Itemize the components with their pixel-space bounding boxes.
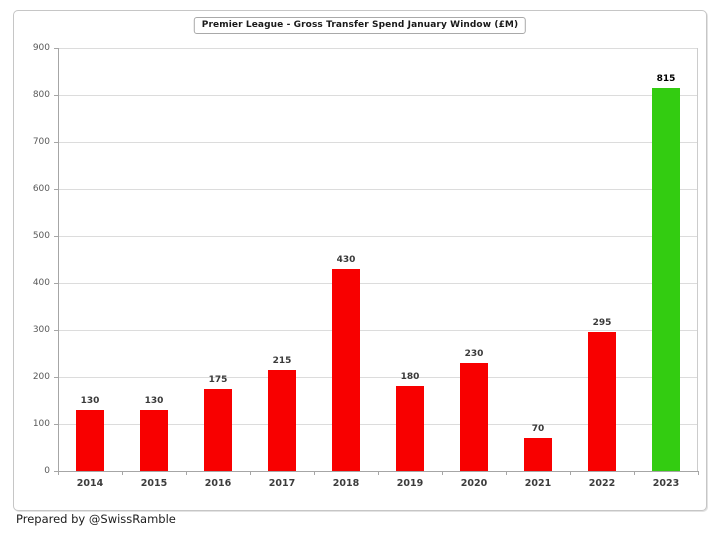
y-axis-line [58,48,59,471]
x-tick-3 [250,471,251,475]
gridline-900 [58,48,698,49]
x-tick-7 [506,471,507,475]
x-tick-2 [186,471,187,475]
chart-frame: Premier League - Gross Transfer Spend Ja… [13,10,707,511]
y-tick-label: 900 [32,43,50,53]
bar-2020 [460,362,488,471]
x-tick-4 [314,471,315,475]
attribution-text: Prepared by @SwissRamble [16,512,176,526]
bar-value-label-2015: 130 [144,395,164,406]
bar-2014 [76,409,104,471]
y-tick-300 [54,330,58,331]
x-tick-9 [634,471,635,475]
y-tick-700 [54,142,58,143]
bar-2022 [588,332,616,471]
x-tick-label-2018: 2018 [332,478,360,489]
gridline-200 [58,377,698,378]
bar-value-label-2016: 175 [208,374,228,385]
gridline-400 [58,283,698,284]
plot-area: 0 100 200 300 400 500 600 700 800 900 130 2014 130 20… [33,43,699,489]
bar-2018 [332,268,360,471]
y-tick-label: 600 [32,184,50,194]
y-tick-label: 700 [32,137,50,147]
bar-2023 [652,87,680,471]
bar-2019 [396,386,424,471]
x-tick-label-2017: 2017 [268,478,296,489]
x-tick-1 [122,471,123,475]
x-tick-label-2020: 2020 [460,478,488,489]
y-tick-label: 0 [44,466,50,476]
x-tick-6 [442,471,443,475]
x-tick-label-2022: 2022 [588,478,616,489]
bar-2021 [524,438,552,471]
y-tick-label: 400 [32,278,50,288]
gridline-500 [58,236,698,237]
x-tick-label-2023: 2023 [652,478,680,489]
y-tick-label: 800 [32,90,50,100]
y-tick-100 [54,424,58,425]
x-tick-label-2015: 2015 [140,478,168,489]
bar-value-label-2021: 70 [531,424,545,435]
x-tick-0 [58,471,59,475]
gridline-700 [58,142,698,143]
y-tick-600 [54,189,58,190]
bar-2017 [268,369,296,471]
bar-value-label-2023: 815 [656,73,676,84]
y-tick-label: 200 [32,372,50,382]
y-tick-900 [54,48,58,49]
x-tick-label-2019: 2019 [396,478,424,489]
bar-2015 [140,409,168,471]
bar-value-label-2022: 295 [592,318,612,329]
y-tick-500 [54,236,58,237]
y-tick-0 [54,471,58,472]
y-tick-label: 500 [32,231,50,241]
y-tick-800 [54,95,58,96]
gridline-800 [58,95,698,96]
x-tick-5 [378,471,379,475]
gridline-100 [58,424,698,425]
x-tick-label-2014: 2014 [76,478,104,489]
x-tick-8 [570,471,571,475]
gridline-300 [58,330,698,331]
chart-title: Premier League - Gross Transfer Spend Ja… [193,17,527,34]
x-tick-10 [698,471,699,475]
y-tick-200 [54,377,58,378]
bar-value-label-2019: 180 [400,372,420,383]
bar-value-label-2014: 130 [80,395,100,406]
y-tick-label: 300 [32,325,50,335]
y-tick-400 [54,283,58,284]
bar-value-label-2020: 230 [464,348,484,359]
bar-2016 [204,388,232,471]
x-tick-label-2016: 2016 [204,478,232,489]
y-tick-label: 100 [32,419,50,429]
gridline-0 [58,471,698,472]
x-tick-label-2021: 2021 [524,478,552,489]
bar-value-label-2017: 215 [272,355,292,366]
plot-right-border [697,48,698,471]
gridline-600 [58,189,698,190]
bar-value-label-2018: 430 [336,254,356,265]
